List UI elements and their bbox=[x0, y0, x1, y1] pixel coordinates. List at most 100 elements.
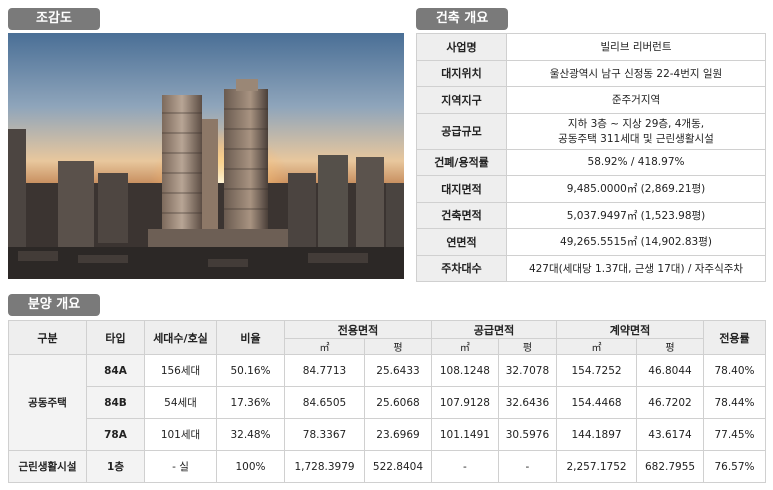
building-row: 주차대수 427대(세대당 1.37대, 근생 17대) / 자주식주차 bbox=[416, 254, 766, 282]
cell-ratio: 50.16% bbox=[216, 354, 285, 387]
building-row-label: 사업명 bbox=[416, 33, 507, 61]
header-type: 타입 bbox=[86, 320, 145, 355]
header-exclusive-area: 전용면적 bbox=[284, 320, 432, 339]
cell-type: 84A bbox=[86, 354, 145, 387]
cell-exclusive-pyeong: 25.6433 bbox=[364, 354, 432, 387]
building-row-value: 58.92% / 418.97% bbox=[506, 148, 766, 176]
cell-supply-sqm: 108.1248 bbox=[430, 354, 499, 387]
cell-supply-pyeong: 32.6436 bbox=[497, 386, 558, 419]
cell-type: 84B bbox=[86, 386, 145, 419]
sale-overview-table: 구분 타입 세대수/호실 비율 전용면적 공급면적 계약면적 전용률 ㎡ 평 ㎡… bbox=[8, 320, 766, 483]
building-row-label: 지역지구 bbox=[416, 86, 507, 114]
header-contract-area: 계약면적 bbox=[556, 320, 704, 339]
cell-exclusive-pyeong: 25.6068 bbox=[364, 386, 432, 419]
cell-exclusive-sqm: 84.7713 bbox=[283, 354, 366, 387]
cell-exclusive-sqm: 84.6505 bbox=[283, 386, 366, 419]
cell-supply-pyeong: 30.5976 bbox=[497, 418, 558, 451]
cell-ratio: 32.48% bbox=[216, 418, 285, 451]
sale-row: 84B 54세대 17.36% 84.6505 25.6068 107.9128 32.64… bbox=[9, 386, 766, 419]
building-row: 건축면적 5,037.9497㎡ (1,523.98평) bbox=[416, 201, 766, 229]
cell-contract-pyeong: 43.6174 bbox=[636, 418, 704, 451]
cell-units: 54세대 bbox=[144, 386, 217, 419]
cell-contract-sqm: 154.7252 bbox=[555, 354, 638, 387]
building-row-value: 9,485.0000㎡ (2,869.21평) bbox=[506, 175, 766, 203]
section-label-sale-overview: 분양 개요 bbox=[8, 294, 100, 316]
building-row-label: 건폐/용적률 bbox=[416, 148, 507, 176]
building-row-value: 5,037.9497㎡ (1,523.98평) bbox=[506, 201, 766, 229]
cell-supply-pyeong: - bbox=[497, 450, 558, 483]
building-row-value: 49,265.5515㎡ (14,902.83평) bbox=[506, 228, 766, 256]
cell-ratio: 17.36% bbox=[216, 386, 285, 419]
cell-type: 78A bbox=[86, 418, 145, 451]
building-row: 건폐/용적률 58.92% / 418.97% bbox=[416, 148, 766, 176]
sale-row: 78A 101세대 32.48% 78.3367 23.6969 101.1491 30.5… bbox=[9, 418, 766, 451]
cell-contract-sqm: 2,257.1752 bbox=[555, 450, 638, 483]
header-category: 구분 bbox=[8, 320, 87, 355]
building-row-value-line: 58.92% / 418.97% bbox=[587, 156, 685, 169]
cell-exclusive-ratio: 77.45% bbox=[703, 418, 766, 451]
cell-units: 101세대 bbox=[144, 418, 217, 451]
cell-units: - 실 bbox=[144, 450, 217, 483]
cell-exclusive-ratio: 76.57% bbox=[703, 450, 766, 483]
section-label-building-overview: 건축 개요 bbox=[416, 8, 508, 30]
building-row: 지역지구 준주거지역 bbox=[416, 86, 766, 114]
building-row-value-line: 준주거지역 bbox=[611, 94, 661, 107]
cell-exclusive-ratio: 78.40% bbox=[703, 354, 766, 387]
building-row-value-line: 427대(세대당 1.37대, 근생 17대) / 자주식주차 bbox=[528, 262, 744, 275]
unit-pyeong: 평 bbox=[364, 338, 432, 355]
building-row-label: 대지면적 bbox=[416, 175, 507, 203]
unit-pyeong: 평 bbox=[636, 338, 704, 355]
unit-sqm: ㎡ bbox=[430, 338, 499, 355]
cell-supply-pyeong: 32.7078 bbox=[497, 354, 558, 387]
cell-contract-pyeong: 46.7202 bbox=[636, 386, 704, 419]
unit-pyeong: 평 bbox=[497, 338, 558, 355]
cell-ratio: 100% bbox=[216, 450, 285, 483]
unit-sqm: ㎡ bbox=[555, 338, 638, 355]
unit-sqm: ㎡ bbox=[283, 338, 366, 355]
cell-exclusive-pyeong: 23.6969 bbox=[364, 418, 432, 451]
building-row-value: 427대(세대당 1.37대, 근생 17대) / 자주식주차 bbox=[506, 254, 766, 282]
building-row-label: 건축면적 bbox=[416, 201, 507, 229]
cell-exclusive-sqm: 78.3367 bbox=[283, 418, 366, 451]
cell-supply-sqm: 107.9128 bbox=[430, 386, 499, 419]
building-row-value-line: 49,265.5515㎡ (14,902.83평) bbox=[560, 236, 712, 249]
building-row-value: 울산광역시 남구 신정동 22-4번지 일원 bbox=[506, 59, 766, 87]
building-row-value-line: 공동주택 311세대 및 근린생활시설 bbox=[558, 133, 714, 145]
header-exclusive-ratio: 전용률 bbox=[703, 320, 766, 355]
cell-supply-sqm: - bbox=[430, 450, 499, 483]
cell-exclusive-sqm: 1,728.3979 bbox=[283, 450, 366, 483]
cell-contract-sqm: 144.1897 bbox=[555, 418, 638, 451]
building-row-value-line: 빌리브 리버런트 bbox=[600, 41, 672, 54]
cell-supply-sqm: 101.1491 bbox=[430, 418, 499, 451]
building-row: 사업명 빌리브 리버런트 bbox=[416, 33, 766, 61]
sale-row: 공동주택 84A 156세대 50.16% 84.7713 25.6433 108.1248… bbox=[8, 354, 766, 451]
building-row-label: 연면적 bbox=[416, 228, 507, 256]
building-row-value: 빌리브 리버런트 bbox=[506, 33, 766, 61]
building-row: 연면적 49,265.5515㎡ (14,902.83평) bbox=[416, 228, 766, 256]
building-row-label: 주차대수 bbox=[416, 254, 507, 282]
building-row: 대지면적 9,485.0000㎡ (2,869.21평) bbox=[416, 175, 766, 203]
sale-row: 근린생활시설 1층 - 실 100% 1,728.3979 522.8404- -2,257… bbox=[8, 450, 766, 483]
section-label-birdseye: 조감도 bbox=[8, 8, 100, 30]
cell-exclusive-ratio: 78.44% bbox=[703, 386, 766, 419]
cell-contract-pyeong: 46.8044 bbox=[636, 354, 704, 387]
building-row-value-line: 울산광역시 남구 신정동 22-4번지 일원 bbox=[549, 67, 723, 80]
cell-contract-pyeong: 682.7955 bbox=[636, 450, 704, 483]
cell-units: 156세대 bbox=[144, 354, 217, 387]
cell-contract-sqm: 154.4468 bbox=[555, 386, 638, 419]
cell-exclusive-pyeong: 522.8404 bbox=[364, 450, 432, 483]
building-row-value-line: 지하 3층 ~ 지상 29층, 4개동, bbox=[567, 118, 705, 130]
header-supply-area: 공급면적 bbox=[430, 320, 558, 339]
building-row-value-line: 5,037.9497㎡ (1,523.98평) bbox=[566, 209, 706, 222]
birdseye-rendering-image bbox=[8, 33, 404, 279]
group-commercial: 근린생활시설 bbox=[8, 450, 87, 483]
building-row: 공급규모 지하 3층 ~ 지상 29층, 4개동, 공동주택 311세대 및 근린생… bbox=[416, 112, 766, 150]
group-housing: 공동주택 bbox=[8, 354, 87, 451]
building-row-label: 공급규모 bbox=[416, 112, 507, 150]
building-row-value: 준주거지역 bbox=[506, 86, 766, 114]
building-row-value: 지하 3층 ~ 지상 29층, 4개동, 공동주택 311세대 및 근린생활시설 bbox=[506, 112, 766, 150]
building-row-label: 대지위치 bbox=[416, 59, 507, 87]
cell-type: 1층 bbox=[86, 450, 145, 483]
header-units: 세대수/호실 bbox=[144, 320, 217, 355]
